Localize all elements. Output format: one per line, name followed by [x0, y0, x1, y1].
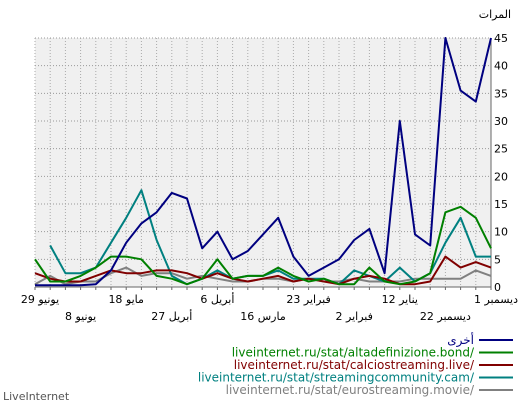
- x-tick-label: 1 ديسمبر: [474, 293, 518, 306]
- y-axis-label: المرات: [479, 8, 511, 21]
- y-tick-label: 35: [494, 87, 508, 100]
- plot-area: 0 5 10 15 20 25 30 35 40 45 29 يونيو 18 مايو 6 أبريل…: [21, 32, 518, 323]
- x-tick-label: 16 مارس: [240, 310, 286, 323]
- x-tick-label: 12 يناير: [382, 293, 418, 306]
- x-tick-label: 2 فبراير: [336, 310, 373, 323]
- y-tick-label: 40: [494, 60, 508, 73]
- legend-entry: liveinternet.ru/stat/altadefinizione.bon…: [232, 346, 475, 360]
- footer-brand: LiveInternet: [3, 390, 70, 403]
- y-tick-label: 20: [494, 170, 508, 183]
- y-tick-label: 5: [494, 253, 501, 266]
- legend: أخرىliveinternet.ru/stat/altadefinizione…: [198, 332, 513, 397]
- x-tick-label: 18 مايو: [108, 293, 144, 306]
- y-tick-label: 0: [494, 281, 501, 294]
- x-tick-label: 29 يونيو: [21, 293, 59, 306]
- legend-entry: أخرى: [447, 332, 474, 348]
- legend-entry: liveinternet.ru/stat/streamingcommunity.…: [198, 371, 475, 385]
- legend-entry: liveinternet.ru/stat/eurostreaming.movie…: [226, 383, 475, 397]
- x-tick-label: 27 أبريل: [151, 309, 192, 323]
- y-tick-label: 45: [494, 32, 508, 45]
- y-tick-label: 15: [494, 198, 508, 211]
- series-line: [34, 205, 492, 286]
- x-tick-label: 22 ديسمبر: [420, 310, 471, 323]
- legend-entry: liveinternet.ru/stat/calciostreaming.liv…: [234, 358, 475, 372]
- y-tick-label: 30: [494, 115, 508, 128]
- plot-background: [35, 38, 491, 287]
- x-tick-label: 23 فبراير: [286, 293, 330, 306]
- x-tick-label: 6 أبريل: [200, 292, 234, 306]
- y-tick-label: 10: [494, 226, 508, 239]
- series-line: [35, 37, 492, 287]
- x-tick-label: 8 يونيو: [65, 310, 96, 323]
- y-tick-label: 25: [494, 143, 508, 156]
